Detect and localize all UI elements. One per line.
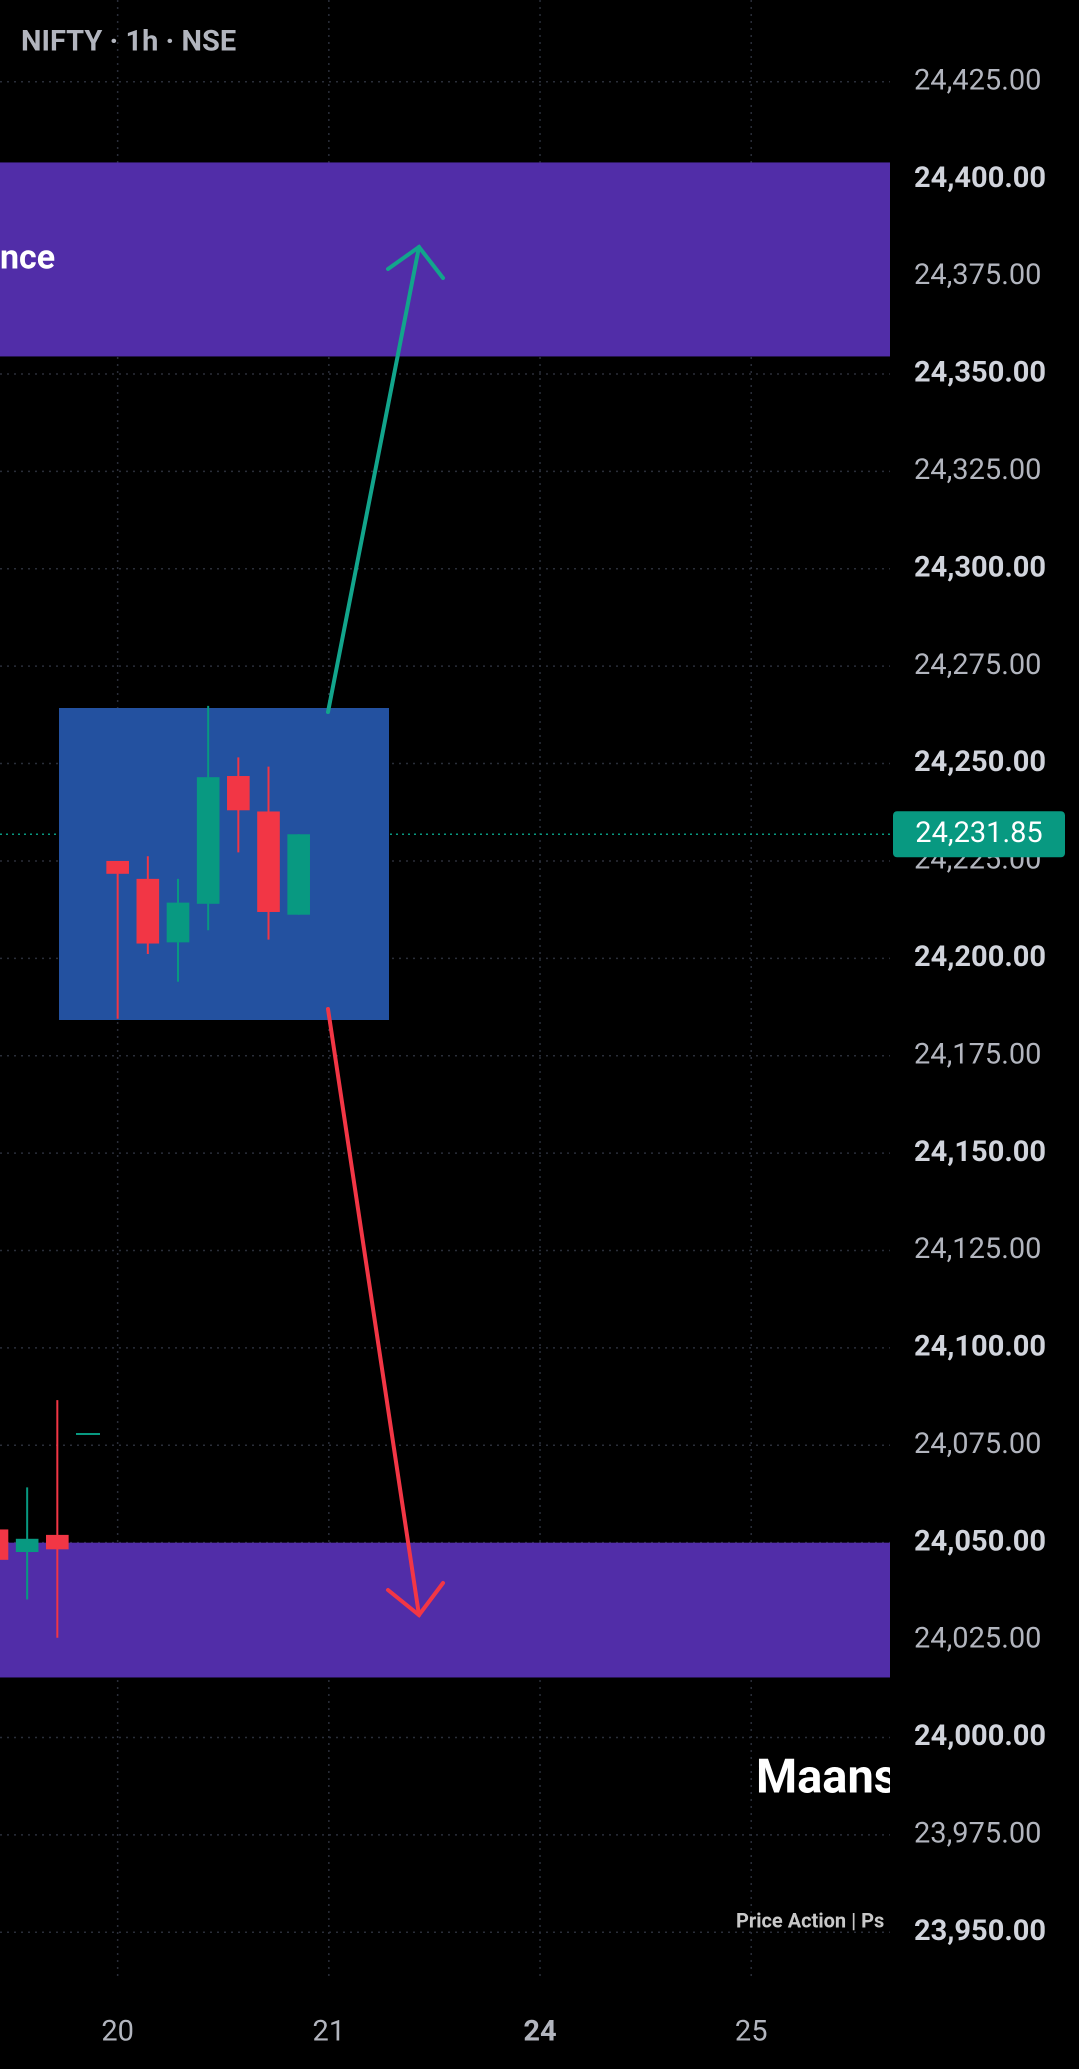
zones: nce	[0, 162, 890, 1678]
y-tick-label: 24,275.00	[914, 648, 1041, 682]
candle-body	[166, 902, 190, 943]
chart-title: NIFTY · 1h · NSE	[21, 25, 236, 59]
zone	[0, 1542, 890, 1678]
candle-body	[196, 777, 220, 904]
y-tick-label: 24,300.00	[914, 550, 1046, 584]
up-arrow	[326, 244, 445, 714]
candle-body	[46, 1534, 69, 1550]
candle-body	[136, 878, 160, 944]
y-tick-label: 24,150.00	[914, 1135, 1046, 1169]
candles	[0, 705, 310, 1638]
x-tick-label: 24	[523, 2015, 556, 2049]
candle-body	[257, 811, 280, 912]
candle-body	[15, 1538, 39, 1553]
plot-area: nce Maans Price Action | Ps	[0, 162, 898, 1932]
last-price-label: 24,231.85	[915, 816, 1042, 850]
y-tick-label: 24,175.00	[914, 1037, 1041, 1071]
x-tick-label: 25	[735, 2015, 768, 2049]
price-axis: 24,425.00 24,400.00 24,375.00 24,350.00 24,3…	[101, 63, 1065, 2049]
watermark-title: Maans	[756, 1749, 898, 1804]
y-tick-label: 23,975.00	[914, 1817, 1041, 1851]
candle-body	[227, 776, 250, 811]
watermark-subtitle: Price Action | Ps	[736, 1908, 884, 1932]
y-tick-label: 24,375.00	[914, 258, 1041, 292]
y-tick-label: 24,100.00	[914, 1330, 1046, 1364]
y-tick-label: 24,400.00	[914, 161, 1046, 195]
y-tick-label: 24,075.00	[914, 1427, 1041, 1461]
candle-body	[106, 860, 129, 874]
y-tick-label: 23,950.00	[914, 1914, 1046, 1948]
y-tick-label: 24,200.00	[914, 940, 1046, 974]
candle-body	[287, 834, 310, 915]
y-tick-label: 24,125.00	[914, 1232, 1041, 1266]
zone-label: nce	[0, 237, 55, 277]
y-tick-label: 24,325.00	[914, 453, 1041, 487]
x-tick-label: 21	[313, 2015, 346, 2049]
y-tick-label: 24,000.00	[914, 1719, 1046, 1753]
y-tick-label: 24,250.00	[914, 745, 1046, 779]
last-price-badge	[893, 811, 1065, 858]
down-arrow	[326, 1007, 445, 1618]
y-tick-label: 24,350.00	[914, 356, 1046, 390]
y-tick-label: 24,025.00	[914, 1622, 1041, 1656]
candle-body	[0, 1529, 9, 1560]
zone	[0, 162, 890, 357]
y-tick-label: 24,050.00	[914, 1524, 1046, 1558]
x-tick-label: 20	[101, 2015, 134, 2049]
y-tick-label: 24,425.00	[914, 63, 1041, 97]
